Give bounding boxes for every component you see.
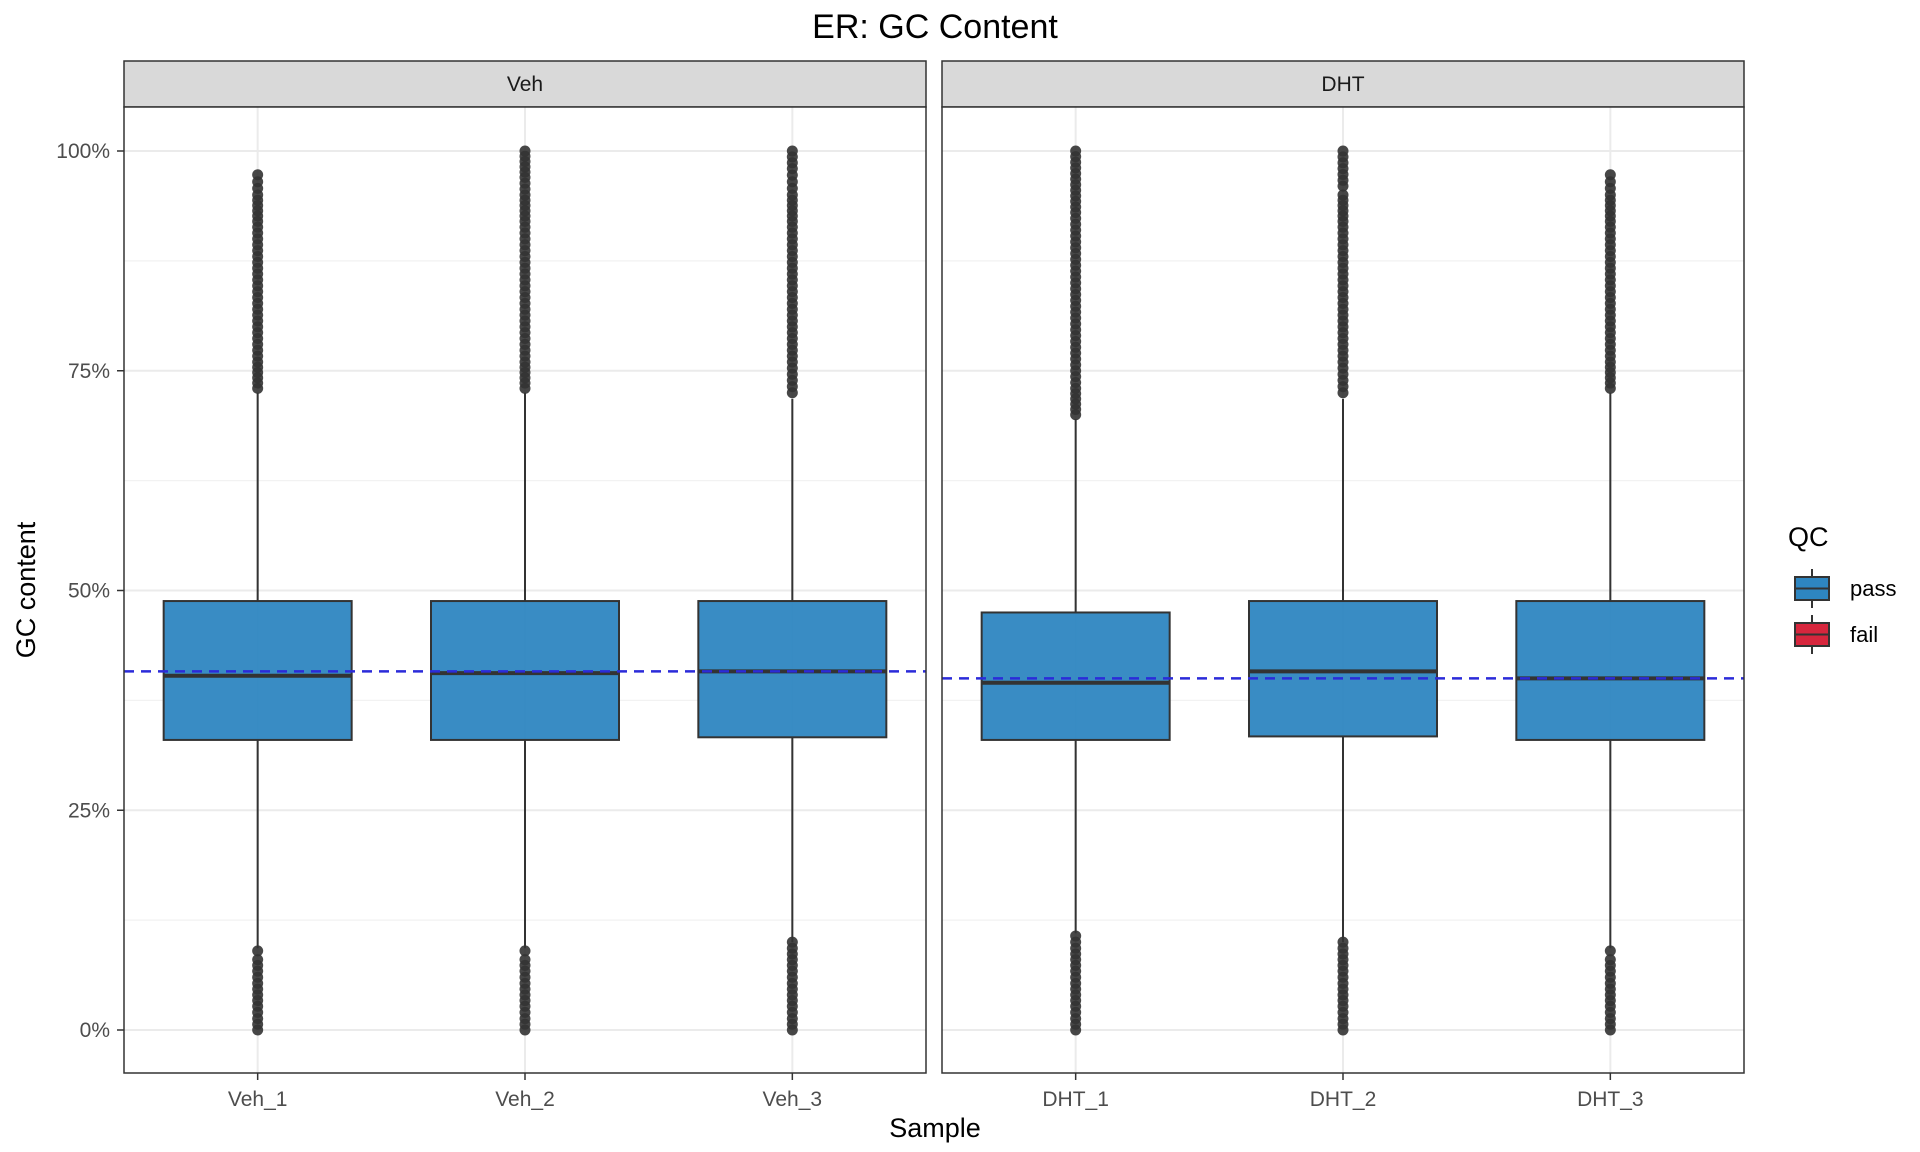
outlier-point xyxy=(786,936,798,948)
panels-layer: 0% 25% 50% 75% 100% Veh Veh_1 Veh_2 Veh_3 DHT DHT_… xyxy=(56,60,1745,1111)
outlier-point xyxy=(252,954,264,966)
x-tick-label: DHT_1 xyxy=(1042,1088,1109,1111)
box-dht_1 xyxy=(980,145,1171,1036)
outliers-low xyxy=(1604,945,1616,1036)
outliers-high xyxy=(252,169,264,394)
panel-strip xyxy=(123,60,927,108)
outlier-point xyxy=(1604,945,1616,957)
outlier-point xyxy=(1604,954,1616,966)
x-tick-label: DHT_3 xyxy=(1577,1088,1644,1111)
outlier-point xyxy=(1337,936,1349,948)
x-axis-label: Sample xyxy=(889,1113,981,1143)
legend: QC pass fail xyxy=(1788,522,1896,654)
outliers-low xyxy=(1070,930,1082,1036)
box-veh_3 xyxy=(697,145,888,1036)
outliers-low xyxy=(1337,936,1349,1036)
x-tick-label: DHT_2 xyxy=(1310,1088,1377,1111)
y-tick-label: 75% xyxy=(68,360,110,383)
outliers-high xyxy=(1337,145,1349,399)
box-dht_2 xyxy=(1248,145,1438,1036)
y-tick-label: 100% xyxy=(56,140,110,163)
y-tick-label: 0% xyxy=(80,1019,110,1042)
x-tick-label: Veh_3 xyxy=(763,1088,823,1111)
outliers-high xyxy=(786,145,798,399)
box-body xyxy=(980,611,1171,741)
panel-border xyxy=(123,106,927,1074)
legend-label: fail xyxy=(1850,622,1878,647)
outliers-low xyxy=(786,936,798,1036)
outliers-low xyxy=(252,945,264,1036)
legend-item-pass: pass xyxy=(1794,569,1896,608)
outliers-high xyxy=(1604,169,1616,394)
outlier-point xyxy=(1070,145,1082,157)
legend-item-fail: fail xyxy=(1794,615,1878,654)
box-body xyxy=(1515,600,1706,741)
outliers-high xyxy=(519,145,531,394)
outliers-high xyxy=(1070,145,1082,421)
outlier-point xyxy=(519,945,531,957)
box-body xyxy=(1248,600,1438,738)
chart-title: ER: GC Content xyxy=(812,8,1058,46)
y-tick-label: 25% xyxy=(68,799,110,822)
legend-label: pass xyxy=(1850,576,1896,601)
panel-dht: DHT DHT_1 DHT_2 DHT_3 xyxy=(941,60,1745,1111)
legend-items: pass fail xyxy=(1794,569,1896,654)
y-axis-label: GC content xyxy=(11,521,41,658)
outlier-point xyxy=(786,145,798,157)
outlier-point xyxy=(1337,189,1349,201)
y-tick-label: 50% xyxy=(68,580,110,603)
panel-veh: Veh Veh_1 Veh_2 Veh_3 xyxy=(123,60,927,1111)
outliers-low xyxy=(519,945,531,1036)
panel-strip-label: DHT xyxy=(1321,73,1364,96)
box-body xyxy=(162,600,353,741)
panel-strip xyxy=(941,60,1745,108)
outlier-point xyxy=(1070,930,1082,942)
outlier-point xyxy=(252,945,264,957)
outlier-point xyxy=(1604,169,1616,181)
x-tick-label: Veh_2 xyxy=(495,1088,555,1111)
legend-title: QC xyxy=(1788,522,1829,552)
outlier-point xyxy=(519,145,531,157)
panel-strip-label: Veh xyxy=(507,73,543,96)
panel-border xyxy=(941,106,1745,1074)
x-tick-label: Veh_1 xyxy=(228,1088,288,1111)
box-body xyxy=(697,600,888,739)
outlier-point xyxy=(519,954,531,966)
outlier-point xyxy=(252,169,264,181)
outlier-point xyxy=(1337,145,1349,157)
